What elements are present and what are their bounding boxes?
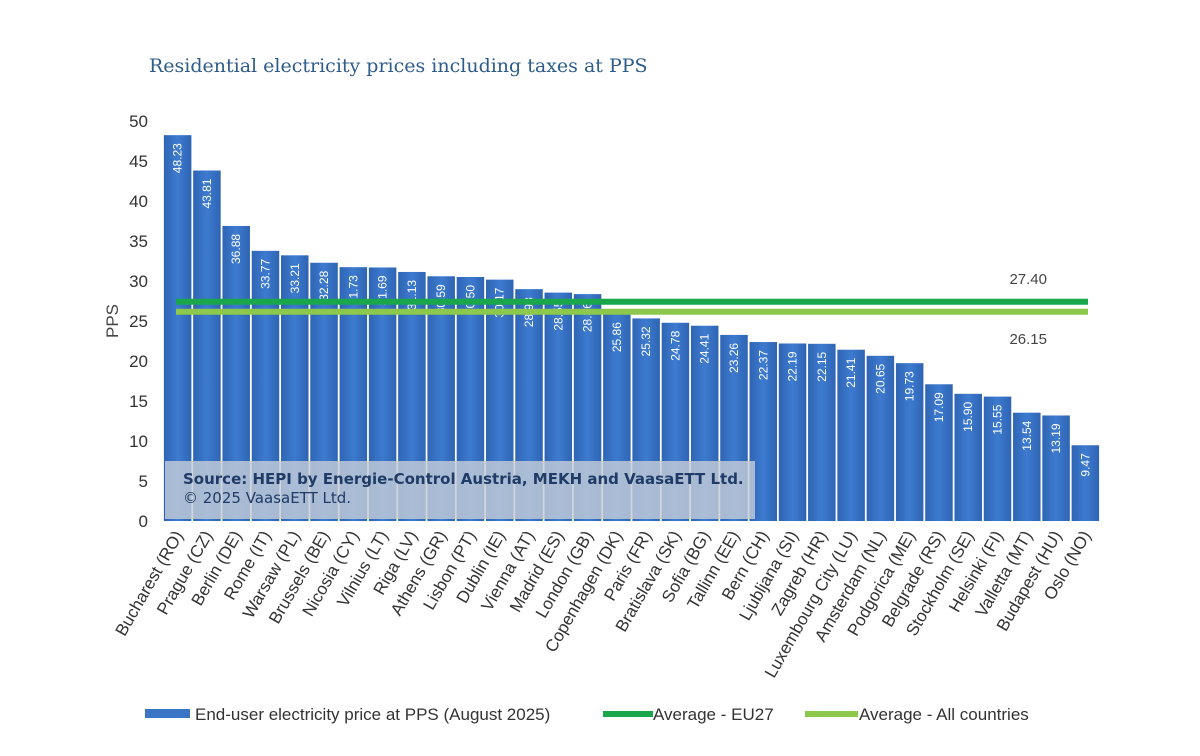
legend-swatch-all <box>805 711 858 717</box>
bar <box>808 343 836 521</box>
source-line-2: © 2025 VaasaETT Ltd. <box>183 489 351 507</box>
bar-value-label: 33.77 <box>258 259 272 289</box>
y-tick-label: 0 <box>139 512 148 531</box>
bar-value-label: 15.55 <box>991 404 1005 434</box>
bar <box>778 343 807 521</box>
source-box <box>165 461 755 519</box>
bar-value-label: 24.41 <box>698 333 712 363</box>
bar-value-label: 48.23 <box>171 143 185 173</box>
y-axis-ticks: 0 5 10 15 20 25 30 35 40 45 50 <box>129 112 148 531</box>
average-lines: 27.40 26.15 <box>176 271 1088 348</box>
y-tick-label: 25 <box>129 312 148 331</box>
bar <box>866 355 895 521</box>
y-tick-label: 35 <box>129 232 148 251</box>
bar-value-label: 24.78 <box>668 330 682 360</box>
average-label-all: 26.15 <box>1009 331 1047 348</box>
chart-title: Residential electricity prices including… <box>149 55 648 77</box>
bar-value-label: 31.13 <box>405 280 419 310</box>
average-label-eu27: 27.40 <box>1009 271 1047 288</box>
bar-value-label: 25.86 <box>610 322 624 352</box>
bar-value-label: 22.19 <box>786 351 800 381</box>
y-tick-label: 20 <box>129 352 148 371</box>
y-tick-label: 40 <box>129 192 148 211</box>
bar-value-label: 43.81 <box>200 178 214 208</box>
y-tick-label: 50 <box>129 112 148 131</box>
bar <box>837 349 865 521</box>
legend-swatch-price <box>145 709 190 718</box>
bar <box>1071 445 1100 521</box>
bar-value-label: 33.21 <box>288 263 302 293</box>
bar-value-label: 22.37 <box>756 350 770 380</box>
bar-value-label: 31.73 <box>346 275 360 305</box>
legend-label-all: Average - All countries <box>859 705 1029 724</box>
bar-value-label: 36.88 <box>229 234 243 264</box>
y-tick-label: 10 <box>129 432 148 451</box>
bar <box>925 384 953 521</box>
bar <box>1042 415 1070 521</box>
legend: End-user electricity price at PPS (Augus… <box>145 705 1029 724</box>
source-line-1: Source: HEPI by Energie-Control Austria,… <box>183 470 744 488</box>
bar-value-label: 28.36 <box>581 302 595 332</box>
bar <box>1013 412 1041 521</box>
y-tick-label: 15 <box>129 392 148 411</box>
bar <box>983 396 1012 521</box>
y-axis-label: PPS <box>103 304 122 338</box>
x-axis-ticks: Bucharest (RO)Prague (CZ)Berlin (DE)Rome… <box>112 528 1095 682</box>
bar-value-label: 13.54 <box>1020 420 1034 450</box>
bar-value-label: 15.90 <box>961 401 975 431</box>
bar-value-label: 31.69 <box>376 275 390 305</box>
bar <box>954 393 982 521</box>
y-tick-label: 5 <box>139 472 148 491</box>
bar <box>895 363 924 521</box>
bar-value-label: 13.19 <box>1049 423 1063 453</box>
legend-label-eu27: Average - EU27 <box>653 705 774 724</box>
bar-value-label: 25.32 <box>639 326 653 356</box>
bar-value-label: 28.55 <box>551 300 565 330</box>
source-annotation: Source: HEPI by Energie-Control Austria,… <box>165 461 755 519</box>
legend-label-price: End-user electricity price at PPS (Augus… <box>195 705 550 724</box>
bar-value-label: 20.65 <box>873 363 887 393</box>
bar-value-label: 17.09 <box>932 392 946 422</box>
y-tick-label: 30 <box>129 272 148 291</box>
bar-value-label: 22.15 <box>815 351 829 381</box>
data-labels: 48.23 43.81 36.88 33.77 33.21 32.28 31.73 31.69… <box>171 143 1093 477</box>
bar-value-label: 19.73 <box>903 371 917 401</box>
y-tick-label: 45 <box>129 152 148 171</box>
legend-swatch-eu27 <box>603 711 653 717</box>
bar <box>163 135 192 521</box>
bar-value-label: 32.28 <box>317 270 331 300</box>
bar-value-label: 9.47 <box>1078 453 1092 477</box>
bar-value-label: 23.26 <box>727 343 741 373</box>
bar-value-label: 21.41 <box>844 357 858 387</box>
